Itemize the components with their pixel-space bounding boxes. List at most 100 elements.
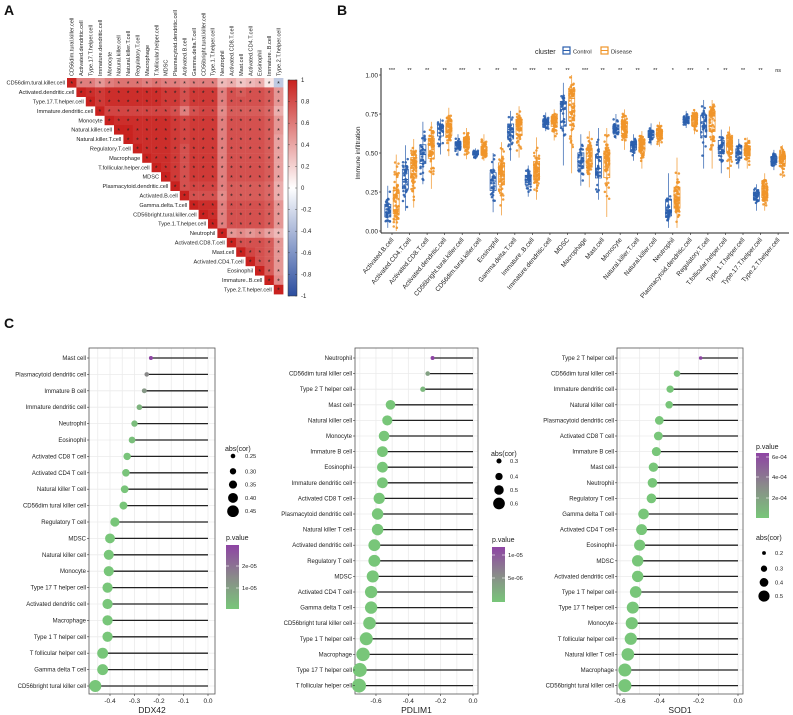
significance-star: * bbox=[230, 81, 233, 88]
significance-star: * bbox=[202, 128, 205, 135]
heatmap-cell bbox=[179, 153, 190, 163]
significance-label: ** bbox=[600, 68, 605, 74]
significance-star: * bbox=[240, 222, 243, 229]
lollipop-dot bbox=[103, 549, 114, 560]
heatmap-cell bbox=[273, 134, 284, 144]
heatmap-cell bbox=[217, 96, 227, 107]
heatmap-cell bbox=[179, 190, 190, 201]
significance-star: * bbox=[183, 137, 186, 144]
heatmap-cell bbox=[236, 200, 246, 210]
significance-label: ** bbox=[636, 68, 641, 74]
heatmap-cell bbox=[170, 172, 180, 182]
heatmap-cell bbox=[236, 143, 246, 154]
heatmap-cell bbox=[179, 181, 190, 191]
data-point-disease bbox=[432, 169, 435, 173]
data-point-disease bbox=[712, 103, 715, 106]
heatmap-cell bbox=[104, 78, 115, 88]
panel-label-a: A bbox=[4, 2, 14, 18]
row-label: Monocyte bbox=[60, 569, 87, 575]
significance-star: * bbox=[211, 194, 214, 201]
heatmap-cell bbox=[132, 125, 143, 135]
heatmap-cell bbox=[217, 78, 227, 88]
significance-star: * bbox=[240, 175, 243, 182]
significance-star: * bbox=[211, 90, 214, 97]
data-point-disease bbox=[726, 134, 729, 137]
data-point-disease bbox=[589, 168, 593, 171]
significance-star: * bbox=[268, 213, 271, 220]
significance-star: * bbox=[136, 147, 139, 154]
row-label: Activated.B.cell bbox=[140, 194, 178, 200]
row-label: Regulatory T cell bbox=[569, 496, 614, 502]
row-label: Macrophage bbox=[319, 652, 353, 658]
significance-star: * bbox=[268, 203, 271, 210]
data-point-disease bbox=[518, 119, 522, 123]
data-point-disease bbox=[552, 113, 555, 117]
significance-label: * bbox=[479, 68, 482, 74]
significance-star: * bbox=[249, 231, 252, 238]
heatmap-cell bbox=[226, 153, 237, 163]
lollipop-dot bbox=[359, 632, 373, 646]
heatmap-cell bbox=[179, 162, 190, 173]
data-point-disease bbox=[515, 112, 519, 116]
significance-star: * bbox=[240, 203, 243, 210]
data-point-control bbox=[700, 105, 704, 108]
heatmap-cell bbox=[264, 275, 274, 285]
significance-star: * bbox=[174, 166, 177, 173]
heatmap-cell bbox=[226, 209, 237, 220]
data-point-control bbox=[441, 119, 444, 122]
data-point-disease bbox=[603, 190, 607, 194]
box-disease bbox=[427, 137, 435, 159]
data-point-disease bbox=[393, 170, 396, 174]
heatmap-cell bbox=[273, 190, 284, 201]
data-point-disease bbox=[713, 139, 716, 143]
lollipop-dot bbox=[625, 617, 638, 630]
column-label: Monocyte bbox=[107, 52, 113, 76]
significance-star: * bbox=[202, 194, 205, 201]
row-label: Immature.dendritic.cell bbox=[37, 109, 93, 115]
heatmap-cell bbox=[217, 228, 227, 238]
row-label: CD56dim tural killer cell bbox=[551, 372, 614, 378]
data-point-disease bbox=[692, 108, 696, 112]
heatmap-cell bbox=[208, 153, 218, 163]
lollipop-dot bbox=[636, 524, 648, 536]
data-point-control bbox=[438, 131, 441, 134]
significance-star: * bbox=[164, 90, 167, 97]
heatmap-cell bbox=[132, 106, 143, 116]
significance-star: * bbox=[240, 184, 243, 191]
significance-star: * bbox=[221, 90, 224, 97]
significance-star: * bbox=[249, 175, 252, 182]
data-point-control bbox=[490, 181, 493, 185]
heatmap-cell bbox=[245, 219, 256, 229]
significance-star: * bbox=[258, 175, 261, 182]
significance-star: * bbox=[211, 109, 214, 116]
y-tick-label: 0.00 bbox=[365, 228, 378, 235]
significance-star: * bbox=[221, 203, 224, 210]
heatmap-cell bbox=[151, 153, 162, 163]
data-point-control bbox=[423, 137, 427, 141]
box-disease bbox=[673, 186, 681, 209]
data-point-disease bbox=[410, 149, 413, 152]
significance-star: * bbox=[146, 119, 149, 126]
data-point-control bbox=[546, 127, 550, 130]
heatmap-cell bbox=[208, 115, 218, 126]
lollipop-dot bbox=[368, 554, 381, 567]
data-point-disease bbox=[677, 213, 681, 217]
significance-star: * bbox=[277, 222, 280, 229]
significance-star: * bbox=[258, 128, 261, 135]
heatmap-cell bbox=[236, 228, 246, 238]
data-point-disease bbox=[480, 140, 483, 144]
heatmap-cell bbox=[226, 125, 237, 135]
heatmap-cell bbox=[85, 87, 96, 97]
column-label: Eosinophil bbox=[258, 50, 264, 76]
data-point-control bbox=[735, 161, 739, 165]
data-point-disease bbox=[621, 126, 624, 130]
data-point-disease bbox=[431, 135, 435, 138]
significance-star: * bbox=[221, 137, 224, 144]
significance-star: * bbox=[211, 203, 214, 210]
size-legend-title: abs(cor) bbox=[225, 446, 251, 453]
heatmap-cell bbox=[198, 115, 209, 126]
heatmap-cell bbox=[264, 87, 274, 97]
row-label: Immature B cell bbox=[310, 450, 352, 456]
data-point-disease bbox=[709, 111, 713, 114]
data-point-disease bbox=[499, 177, 502, 181]
